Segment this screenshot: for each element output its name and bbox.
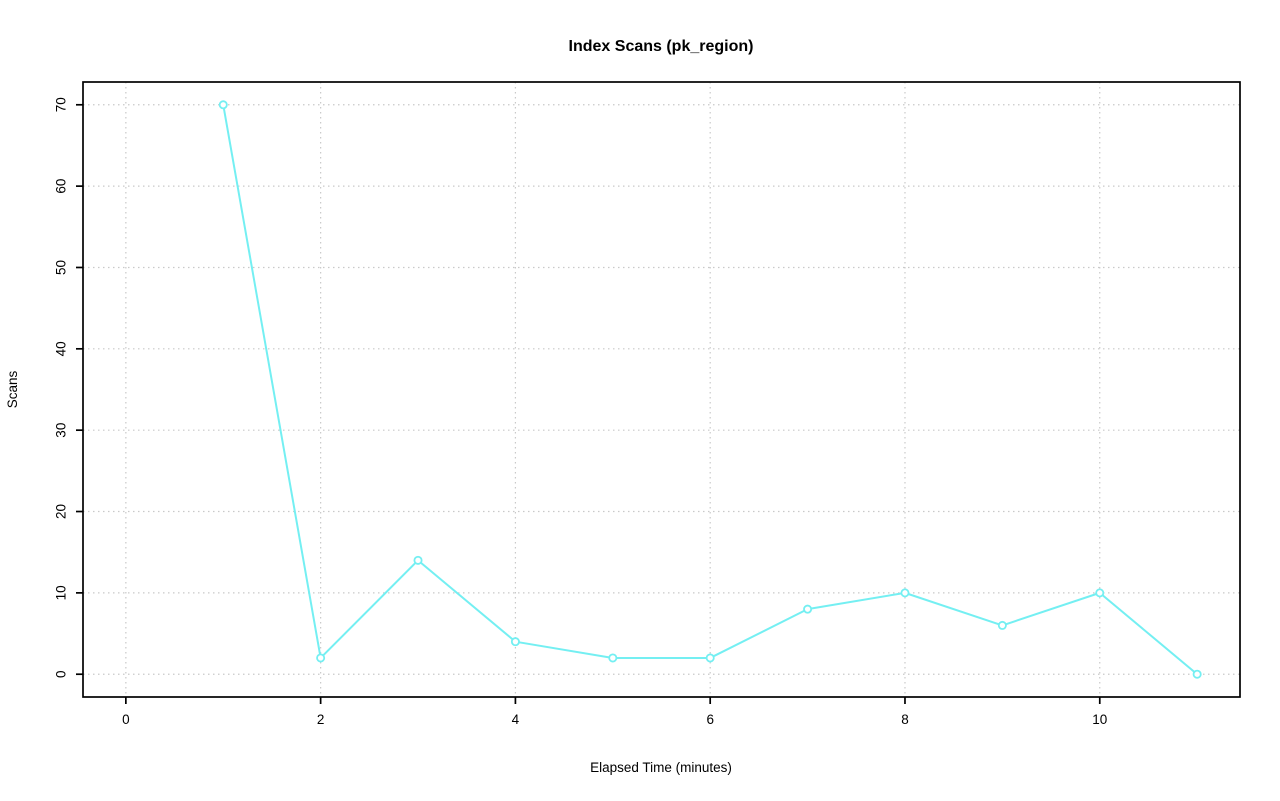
- data-point: [413, 555, 423, 565]
- plot-box: [82, 81, 1241, 698]
- chart-title: Index Scans (pk_region): [569, 38, 754, 55]
- data-line: [222, 103, 1199, 676]
- data-point: [997, 620, 1007, 630]
- x-tick-label: 8: [901, 712, 909, 727]
- data-point: [316, 653, 326, 663]
- axes-layer: 0 2 4 6 8 10 0 10 20 30 40 50 60 70: [54, 81, 1241, 727]
- y-tick-label: 50: [54, 260, 69, 275]
- data-point: [510, 637, 520, 647]
- x-tick-label: 4: [512, 712, 520, 727]
- data-point: [705, 653, 715, 663]
- data-point: [608, 653, 618, 663]
- data-point: [900, 588, 910, 598]
- y-tick-label: 30: [54, 423, 69, 438]
- y-tick-label: 20: [54, 504, 69, 519]
- data-point: [1095, 588, 1105, 598]
- data-series-layer: [218, 100, 1202, 679]
- x-tick-label: 6: [706, 712, 714, 727]
- y-tick-label: 0: [54, 670, 69, 678]
- data-point: [803, 604, 813, 614]
- y-tick-label: 70: [54, 97, 69, 112]
- x-tick-label: 0: [122, 712, 130, 727]
- data-point: [218, 100, 228, 110]
- y-tick-label: 60: [54, 179, 69, 194]
- y-tick-label: 40: [54, 341, 69, 356]
- x-tick-label: 2: [317, 712, 325, 727]
- y-tick-label: 10: [54, 585, 69, 600]
- x-tick-label: 10: [1092, 712, 1107, 727]
- data-point: [1192, 669, 1202, 679]
- x-axis-title: Elapsed Time (minutes): [590, 760, 732, 775]
- y-axis-title: Scans: [5, 370, 20, 408]
